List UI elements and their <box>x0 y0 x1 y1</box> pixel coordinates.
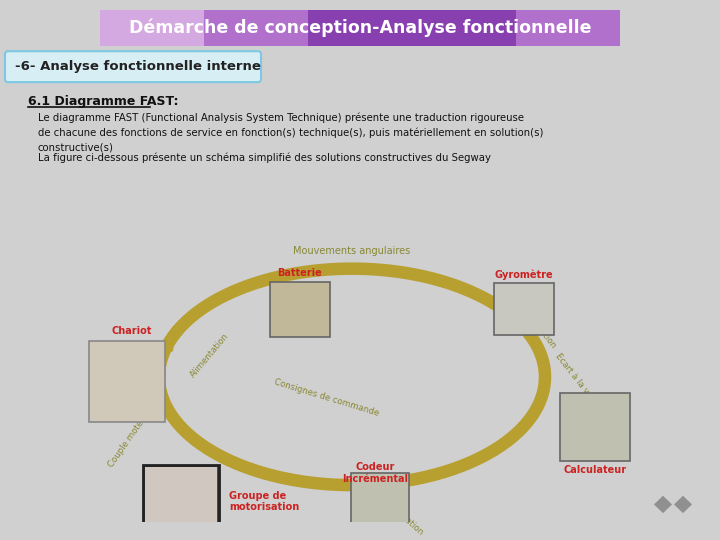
FancyBboxPatch shape <box>560 393 630 461</box>
Polygon shape <box>654 496 672 513</box>
Polygon shape <box>100 10 204 46</box>
FancyBboxPatch shape <box>494 283 554 335</box>
Text: Démarche de conception-Analyse fonctionnelle: Démarche de conception-Analyse fonctionn… <box>129 19 591 37</box>
Text: Couple moteur: Couple moteur <box>107 411 151 469</box>
Text: -6- Analyse fonctionnelle interne: -6- Analyse fonctionnelle interne <box>15 60 261 73</box>
Text: Calculateur: Calculateur <box>564 464 626 475</box>
Text: Alimentation: Alimentation <box>189 332 231 380</box>
FancyBboxPatch shape <box>351 472 409 525</box>
Polygon shape <box>204 10 308 46</box>
Text: 6.1 Diagramme FAST:: 6.1 Diagramme FAST: <box>28 94 179 107</box>
Text: Vitesse de rotation: Vitesse de rotation <box>359 476 425 537</box>
Text: Groupe de
motorisation: Groupe de motorisation <box>229 491 300 512</box>
Polygon shape <box>412 10 516 46</box>
Text: Ecart à la verticale: Ecart à la verticale <box>553 352 610 421</box>
Text: Batterie: Batterie <box>278 267 323 278</box>
Polygon shape <box>308 10 412 46</box>
Polygon shape <box>674 496 692 513</box>
Text: Mouvements angulaires: Mouvements angulaires <box>293 246 410 256</box>
Text: Alimentation: Alimentation <box>517 302 558 351</box>
Text: Chariot: Chariot <box>112 327 152 336</box>
Polygon shape <box>516 10 620 46</box>
FancyBboxPatch shape <box>5 51 261 82</box>
Text: Gyromètre: Gyromètre <box>495 269 553 280</box>
Text: Le diagramme FAST (Functional Analysis System Technique) présente une traduction: Le diagramme FAST (Functional Analysis S… <box>38 112 544 153</box>
FancyBboxPatch shape <box>270 282 330 337</box>
Text: Consignes de commande: Consignes de commande <box>274 378 381 419</box>
Text: Codeur
Incrémental: Codeur Incrémental <box>342 462 408 483</box>
FancyBboxPatch shape <box>144 466 218 528</box>
Text: La figure ci-dessous présente un schéma simplifié des solutions constructives du: La figure ci-dessous présente un schéma … <box>38 153 491 163</box>
FancyBboxPatch shape <box>89 341 165 422</box>
